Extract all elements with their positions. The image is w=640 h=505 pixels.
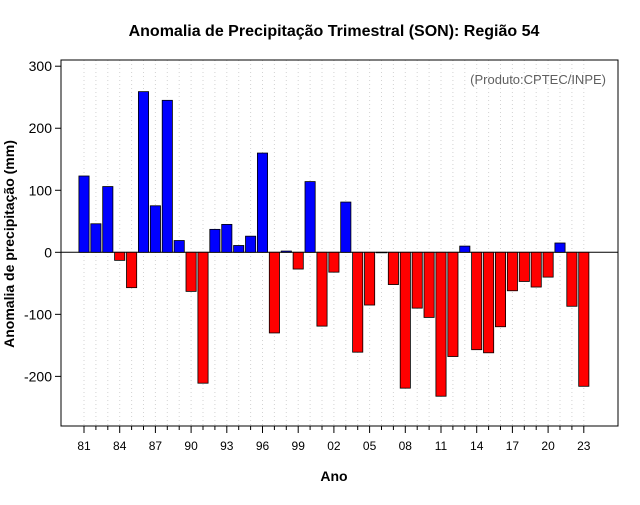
bar-2007: [387, 251, 399, 285]
x-tick-label-08: 08: [399, 439, 413, 453]
bar-2009: [411, 251, 423, 309]
y-tick-label-200: 200: [29, 120, 53, 136]
bars: [78, 91, 590, 397]
bar-2016: [494, 251, 506, 328]
bar-2000: [304, 181, 316, 253]
x-tick-label-87: 87: [149, 439, 163, 453]
y-tick-label-100: 100: [29, 182, 53, 198]
x-axis-label: Ano: [320, 468, 347, 484]
bar-1996: [256, 152, 268, 253]
x-tick-label-20: 20: [541, 439, 555, 453]
bar-2019: [530, 251, 542, 288]
bar-1985: [126, 251, 138, 289]
plot-frame: [60, 59, 619, 427]
y-axis: -200 -100 0 100 200 300: [24, 58, 61, 384]
bar-2017: [506, 251, 518, 292]
bar-2008: [399, 251, 411, 389]
y-tick-label-300: 300: [29, 58, 53, 74]
y-tick-label-0: 0: [44, 244, 52, 260]
bar-2011: [435, 251, 447, 397]
bar-2005: [364, 251, 376, 306]
bar-2013: [459, 245, 471, 253]
gridlines: [83, 60, 585, 426]
bar-1990: [185, 251, 197, 292]
bar-1997: [268, 251, 280, 334]
y-tick-label--100: -100: [24, 306, 52, 322]
bar-1982: [90, 223, 102, 253]
bar-2014: [471, 251, 483, 351]
x-tick-label-93: 93: [220, 439, 234, 453]
x-axis: 81 84 87 90 93 96 99 02 05 08 11 14 17 20 23: [77, 426, 591, 453]
bar-2010: [423, 251, 435, 318]
bar-1986: [137, 91, 149, 253]
bar-2023: [578, 251, 590, 387]
source-annotation: (Produto:CPTEC/INPE): [470, 72, 606, 87]
bar-2004: [352, 251, 364, 353]
bar-2021: [554, 242, 566, 253]
y-tick-label--200: -200: [24, 368, 52, 384]
x-tick-label-99: 99: [292, 439, 306, 453]
bar-1989: [173, 240, 185, 253]
bar-1994: [233, 245, 245, 253]
bar-1998: [280, 250, 292, 253]
bar-1992: [209, 228, 221, 253]
bar-1995: [245, 235, 257, 253]
bar-1987: [149, 205, 161, 253]
x-tick-label-90: 90: [184, 439, 198, 453]
bar-2012: [447, 251, 459, 357]
x-tick-label-96: 96: [256, 439, 270, 453]
bar-1993: [221, 223, 233, 253]
x-tick-label-02: 02: [327, 439, 341, 453]
x-tick-label-05: 05: [363, 439, 377, 453]
bar-2006: [375, 251, 387, 254]
y-axis-label: Anomalia de precipitação (mm): [1, 140, 17, 348]
chart-title: Anomalia de Precipitação Trimestral (SON…: [129, 23, 540, 40]
bar-2022: [566, 251, 578, 307]
bar-1984: [114, 251, 126, 261]
x-tick-label-11: 11: [435, 439, 448, 453]
bar-2003: [340, 201, 352, 253]
bar-2015: [483, 251, 495, 354]
x-tick-label-17: 17: [506, 439, 520, 453]
x-tick-label-84: 84: [113, 439, 127, 453]
bar-2002: [328, 251, 340, 273]
x-tick-label-14: 14: [470, 439, 484, 453]
bar-1991: [197, 251, 209, 384]
bar-2001: [316, 251, 328, 327]
bar-2018: [518, 251, 530, 282]
bar-2020: [542, 251, 554, 278]
bar-1988: [161, 99, 173, 253]
x-tick-label-81: 81: [77, 439, 91, 453]
bar-1983: [102, 186, 114, 253]
bar-1999: [292, 251, 304, 270]
x-tick-label-23: 23: [577, 439, 591, 453]
bar-1981: [78, 175, 90, 253]
